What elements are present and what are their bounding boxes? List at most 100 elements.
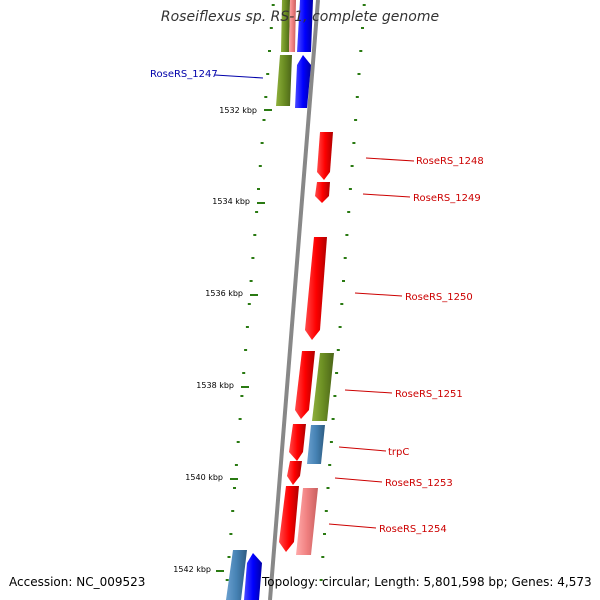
ring-dot — [269, 27, 273, 29]
ring-dot — [240, 395, 244, 397]
ring-dot — [359, 50, 363, 52]
ring-dot — [333, 395, 337, 397]
gene-arrow-bottom-steelblue — [226, 550, 247, 600]
ring-dot — [357, 73, 361, 75]
ring-dot — [354, 119, 358, 121]
tick-label-1542: 1542 kbp — [173, 565, 211, 574]
gene-arrow-bottom-blue — [244, 553, 262, 600]
gene-arrow-roserss-1254-pink — [296, 488, 318, 555]
ring-dot — [345, 234, 349, 236]
genome-backbone — [268, 0, 320, 600]
leader-roserss-1250 — [354, 292, 403, 297]
ring-dot — [361, 27, 364, 29]
genome-title: Roseiflexus sp. RS-1, complete genome — [160, 9, 440, 25]
ring-dot — [233, 487, 236, 489]
ring-dot — [336, 349, 340, 351]
ring-dot — [229, 533, 233, 535]
ring-dot — [234, 464, 238, 466]
gene-arrow-roserss-1253 — [287, 461, 302, 485]
gene-label-roserss-1251[interactable]: RoseRS_1251 — [395, 389, 463, 400]
tick-label-1532: 1532 kbp — [219, 106, 257, 115]
ring-dot — [355, 96, 359, 98]
ring-dot — [242, 372, 246, 374]
ring-dot — [236, 441, 240, 443]
gene-arrow-partial-pink — [289, 0, 296, 52]
leader-roserss-1249 — [362, 193, 411, 198]
ring-dot — [244, 349, 248, 351]
leader-trpc — [338, 446, 387, 452]
ring-dot — [348, 188, 352, 190]
gene-label-trpc[interactable]: trpC — [388, 447, 409, 458]
ring-dot — [328, 464, 332, 466]
ring-dot — [323, 533, 326, 535]
gene-arrow-trpc-red — [289, 424, 306, 461]
kbp-tick-labels: 1532 kbp 1534 kbp 1536 kbp 1538 kbp 1540… — [173, 106, 257, 574]
ring-dot — [342, 280, 345, 282]
ring-dot — [338, 326, 342, 328]
gene-label-leaders — [214, 74, 415, 529]
ring-dot — [227, 556, 231, 558]
ring-dot — [264, 96, 268, 98]
ring-dot — [329, 441, 333, 443]
ring-dot — [238, 418, 242, 420]
gene-labels: RoseRS_1247 RoseRS_1248 RoseRS_1249 Rose… — [150, 69, 484, 535]
ring-dot — [324, 510, 328, 512]
tick-label-1540: 1540 kbp — [185, 473, 223, 482]
gene-label-roserss-1247[interactable]: RoseRS_1247 — [150, 69, 218, 80]
gene-arrow-partial-blue — [297, 0, 313, 52]
ring-dot — [340, 303, 344, 305]
ring-dot — [255, 211, 259, 213]
ring-dot — [251, 257, 255, 259]
tick-label-1534: 1534 kbp — [212, 197, 250, 206]
leader-roserss-1251 — [344, 389, 393, 394]
ring-dot — [352, 142, 356, 144]
ring-dot — [260, 142, 264, 144]
gene-label-roserss-1254[interactable]: RoseRS_1254 — [379, 524, 447, 535]
ring-dot — [271, 4, 275, 6]
ring-dot — [331, 418, 335, 420]
leader-roserss-1254 — [328, 523, 377, 529]
gene-arrow-roserss-1254-red — [279, 486, 299, 552]
gene-label-roserss-1248[interactable]: RoseRS_1248 — [416, 156, 484, 167]
ring-dot — [343, 257, 347, 259]
gene-arrow-roserss-1251-red — [295, 351, 315, 419]
ring-dot — [319, 579, 323, 581]
gene-label-roserss-1250[interactable]: RoseRS_1250 — [405, 292, 473, 303]
ring-dot — [266, 73, 270, 75]
gene-arrow-trpc-steelblue — [307, 425, 325, 464]
ring-dot — [231, 510, 235, 512]
gene-arrow-roserss-1248 — [317, 132, 333, 180]
ring-dot — [262, 119, 266, 121]
gene-label-roserss-1253[interactable]: RoseRS_1253 — [385, 478, 453, 489]
leader-roserss-1253 — [334, 477, 383, 483]
gene-arrow-roserss-1247-green — [276, 55, 292, 106]
ring-dot — [225, 579, 229, 581]
gene-label-roserss-1249[interactable]: RoseRS_1249 — [413, 193, 481, 204]
ring-dot — [350, 165, 354, 167]
tick-label-1536: 1536 kbp — [205, 289, 243, 298]
ring-dot — [247, 303, 251, 305]
ring-dot — [268, 50, 271, 52]
ring-dot — [362, 4, 366, 6]
outer-ring-dots — [319, 4, 366, 581]
accession-text: Accession: NC_009523 — [9, 575, 146, 589]
ring-dot — [258, 165, 262, 167]
ring-dot — [335, 372, 339, 374]
ring-dot — [326, 487, 330, 489]
gene-arrow-roserss-1251-green — [312, 353, 334, 421]
leader-roserss-1248 — [365, 157, 415, 162]
gene-arrow-roserss-1250 — [305, 237, 327, 340]
feature-track — [226, 0, 334, 600]
leader-roserss-1247 — [214, 74, 264, 79]
ring-dot — [253, 234, 257, 236]
tick-label-1538: 1538 kbp — [196, 381, 234, 390]
ring-dot — [257, 188, 260, 190]
gene-arrow-roserss-1247-blue — [295, 55, 311, 108]
gene-arrow-partial-green — [281, 0, 290, 52]
gene-arrow-roserss-1249 — [315, 182, 330, 203]
ring-dot — [249, 280, 253, 282]
ring-dot — [347, 211, 351, 213]
ring-dot — [321, 556, 325, 558]
genome-stats-text: Topology: circular; Length: 5,801,598 bp… — [262, 575, 592, 589]
